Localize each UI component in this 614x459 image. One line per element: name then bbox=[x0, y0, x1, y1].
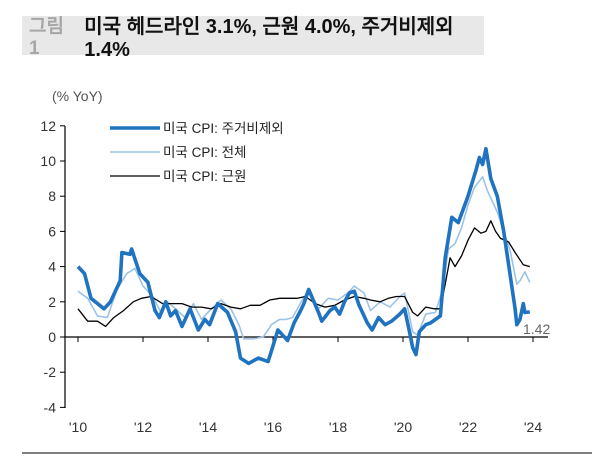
y-tick-label: 8 bbox=[48, 188, 56, 204]
legend-label: 미국 CPI: 전체 bbox=[163, 145, 246, 160]
x-tick-label: '18 bbox=[329, 419, 347, 435]
x-tick-label: '24 bbox=[524, 419, 542, 435]
x-tick-label: '20 bbox=[394, 419, 412, 435]
x-tick-label: '22 bbox=[459, 419, 477, 435]
y-tick-label: -2 bbox=[44, 364, 57, 380]
y-axis-unit-label: (% YoY) bbox=[52, 88, 103, 104]
legend-label: 미국 CPI: 주거비제외 bbox=[163, 121, 284, 136]
x-tick-label: '10 bbox=[69, 419, 87, 435]
y-tick-label: 6 bbox=[48, 223, 56, 239]
series-line-2 bbox=[77, 220, 530, 328]
y-tick-label: 4 bbox=[48, 259, 56, 275]
x-tick-label: '16 bbox=[264, 419, 282, 435]
series-line-1 bbox=[77, 176, 531, 340]
figure-label: 그림1 bbox=[29, 16, 64, 59]
last-value-label: 1.42 bbox=[523, 321, 550, 337]
y-tick-label: -4 bbox=[44, 399, 57, 415]
y-tick-label: 0 bbox=[48, 329, 56, 345]
chart-title: 미국 헤드라인 3.1%, 근원 4.0%, 주거비제외 1.4% bbox=[84, 15, 454, 61]
legend-label: 미국 CPI: 근원 bbox=[163, 169, 246, 184]
y-tick-label: 2 bbox=[48, 294, 56, 310]
x-tick-label: '12 bbox=[134, 419, 152, 435]
series-line-0 bbox=[76, 146, 530, 366]
title-bar: 그림1 미국 헤드라인 3.1%, 근원 4.0%, 주거비제외 1.4% bbox=[22, 16, 484, 61]
y-tick-label: 10 bbox=[40, 153, 56, 169]
y-tick-label: 12 bbox=[40, 118, 56, 134]
x-tick-label: '14 bbox=[199, 419, 217, 435]
